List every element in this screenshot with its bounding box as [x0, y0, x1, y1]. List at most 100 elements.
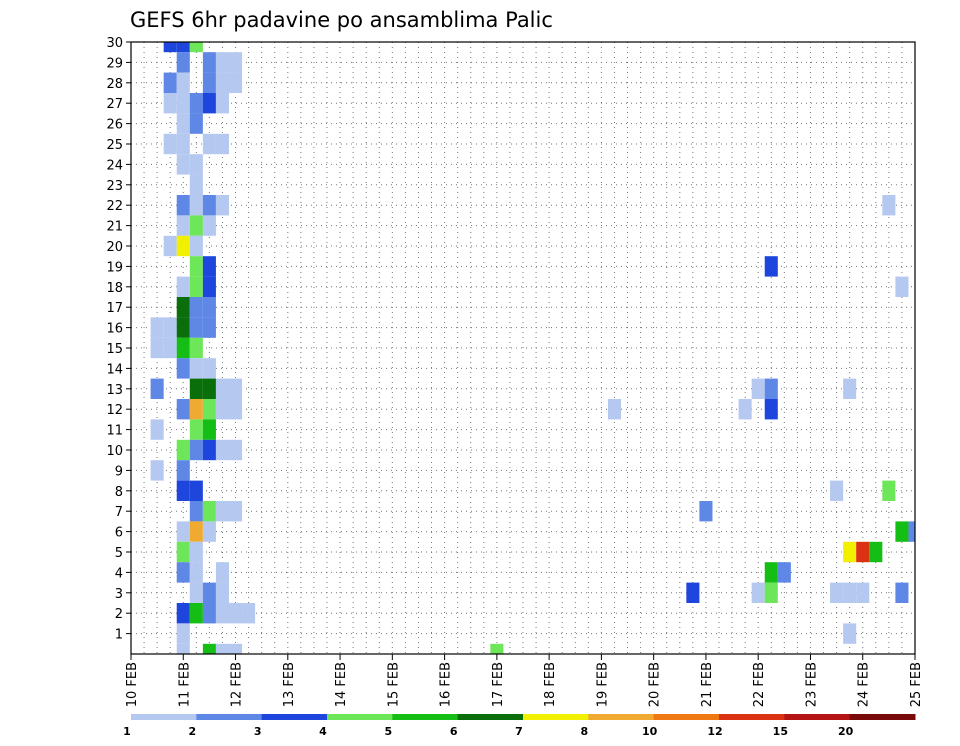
data-cell: [895, 276, 909, 297]
data-cell: [202, 215, 216, 236]
data-cell: [843, 623, 857, 644]
data-cell: [176, 154, 190, 175]
color-legend: 1 2 3 4 5 6 7 8 10 12 15 20: [123, 714, 916, 738]
data-cell: [242, 603, 256, 624]
data-cell: [189, 378, 203, 399]
data-cell: [215, 195, 229, 216]
y-tick-label: 14: [106, 362, 123, 377]
data-cell: [176, 643, 190, 654]
data-cell: [830, 582, 844, 603]
legend-swatch: [327, 714, 393, 720]
x-tick-label: 16 FEB: [439, 662, 454, 707]
data-cell: [764, 378, 778, 399]
x-tick-label: 22 FEB: [752, 662, 767, 707]
data-cell: [189, 276, 203, 297]
legend-label: 15: [773, 725, 788, 738]
data-cell: [176, 52, 190, 73]
legend-label: 4: [319, 725, 327, 738]
data-cell: [229, 439, 243, 461]
data-cell: [176, 521, 190, 542]
data-cell: [189, 256, 203, 277]
y-tick-label: 18: [106, 281, 123, 296]
data-cell: [189, 42, 203, 53]
x-tick-label: 15 FEB: [386, 662, 401, 707]
data-cell: [229, 399, 243, 420]
y-tick-label: 30: [106, 36, 123, 51]
y-tick-label: 9: [115, 464, 123, 479]
data-cell: [202, 195, 216, 216]
data-cell: [215, 643, 229, 654]
data-cell: [176, 358, 190, 379]
data-cell: [189, 317, 203, 338]
data-cell: [843, 582, 857, 603]
data-cell: [882, 480, 896, 501]
data-cell: [229, 52, 243, 73]
x-tick-label: 14 FEB: [334, 662, 349, 707]
legend-label: 12: [707, 725, 722, 738]
y-tick-label: 7: [115, 505, 123, 520]
data-cell: [202, 419, 216, 440]
data-cell: [176, 276, 190, 297]
legend-label: 5: [385, 725, 393, 738]
data-cell: [202, 276, 216, 297]
data-cell: [176, 42, 190, 53]
x-tick-label: 18 FEB: [543, 662, 558, 707]
data-cell: [215, 378, 229, 399]
y-tick-label: 11: [106, 424, 123, 439]
x-tick-label: 17 FEB: [491, 662, 506, 707]
data-cell: [215, 582, 229, 603]
data-cell: [189, 562, 203, 583]
data-cell: [686, 582, 700, 603]
data-cell: [895, 521, 909, 542]
data-cell: [189, 174, 203, 195]
x-tick-label: 11 FEB: [177, 662, 192, 707]
data-cell: [150, 317, 164, 338]
chart-title: GEFS 6hr padavine po ansamblima Palic: [130, 8, 553, 32]
data-cell: [176, 195, 190, 216]
data-cell: [189, 297, 203, 318]
legend-label: 2: [189, 725, 197, 738]
data-cell: [777, 562, 791, 583]
data-cell: [176, 72, 190, 93]
data-cell: [176, 562, 190, 583]
data-cell: [869, 541, 883, 563]
data-cell: [215, 72, 229, 93]
data-cell: [830, 480, 844, 501]
y-tick-label: 2: [115, 607, 123, 622]
legend-label: 6: [450, 725, 458, 738]
data-cell: [229, 603, 243, 624]
data-cell: [229, 378, 243, 399]
legend-label: 20: [838, 725, 854, 738]
y-tick-label: 21: [106, 220, 123, 235]
y-tick-label: 1: [115, 628, 123, 643]
data-cell: [751, 582, 765, 603]
legend-swatch: [784, 714, 851, 720]
y-tick-label: 26: [106, 118, 123, 133]
y-tick-label: 17: [106, 301, 123, 316]
data-cell: [176, 439, 190, 461]
data-cell: [843, 541, 857, 563]
data-cell: [202, 93, 216, 114]
legend-swatch: [653, 714, 720, 720]
data-cell: [215, 93, 229, 114]
data-cell: [215, 501, 229, 522]
data-cell: [189, 113, 203, 134]
data-cell: [176, 133, 190, 155]
data-cell: [882, 195, 896, 216]
x-tick-label: 20 FEB: [648, 662, 663, 707]
data-cell: [189, 399, 203, 420]
x-tick-label: 24 FEB: [857, 662, 872, 707]
data-cell: [150, 460, 164, 481]
y-tick-label: 6: [115, 526, 123, 541]
data-cell: [908, 521, 915, 542]
data-cell: [189, 603, 203, 624]
data-cell: [189, 541, 203, 563]
data-cell: [163, 337, 177, 359]
legend-label: 10: [642, 725, 658, 738]
data-cell: [229, 72, 243, 93]
data-cell: [189, 235, 203, 257]
data-cell: [215, 133, 229, 155]
legend-swatch: [523, 714, 589, 720]
